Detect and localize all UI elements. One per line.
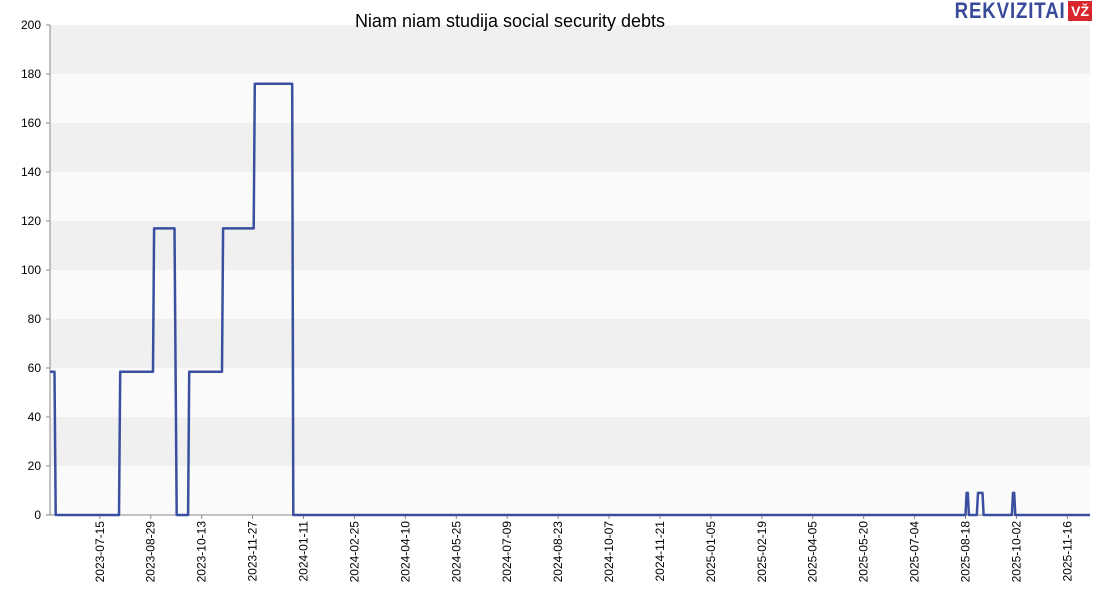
logo-word: REKVIZITAI: [954, 0, 1066, 23]
grid-band: [50, 319, 1090, 368]
y-tick-label: 80: [28, 312, 42, 326]
y-tick-label: 200: [21, 18, 41, 32]
x-tick-label: 2023-08-29: [144, 521, 158, 583]
grid-band: [50, 417, 1090, 466]
x-tick-label: 2024-04-10: [398, 521, 412, 583]
rekvizitai-logo: REKVIZITAI VŽ: [935, 0, 1092, 23]
x-tick-label: 2025-02-19: [755, 521, 769, 583]
series-group: [50, 82, 1090, 517]
x-tick-label: 2024-11-21: [653, 521, 667, 582]
chart-title: Niam niam studija social security debts: [354, 11, 666, 31]
x-tick-label: 2023-11-27: [246, 521, 260, 582]
x-tick-label: 2024-01-11: [296, 521, 310, 582]
x-tick-label: 2025-01-05: [704, 521, 718, 583]
y-tick-label: 180: [21, 67, 41, 81]
grid-bands: [50, 25, 1090, 515]
y-tick-label: 20: [28, 459, 42, 473]
x-tick-label: 2025-11-16: [1060, 521, 1074, 582]
x-tick-label: 2025-05-20: [857, 521, 871, 583]
series-line: [50, 82, 1090, 517]
x-tick-label: 2025-07-04: [908, 521, 922, 583]
logo-badge: VŽ: [1068, 1, 1092, 21]
x-tick-label: 2023-07-15: [93, 521, 107, 583]
y-tick-label: 140: [21, 165, 41, 179]
x-tick-label: 2025-08-18: [959, 521, 973, 583]
y-tick-label: 100: [21, 263, 41, 277]
x-tick-label: 2024-05-25: [449, 521, 463, 583]
y-tick-label: 0: [34, 508, 41, 522]
grid-band: [50, 123, 1090, 172]
y-tick-label: 40: [28, 410, 42, 424]
x-tick-label: 2025-10-02: [1009, 521, 1023, 583]
x-tick-label: 2025-04-05: [806, 521, 820, 583]
y-tick-label: 60: [28, 361, 42, 375]
x-tick-label: 2023-10-13: [195, 521, 209, 583]
y-axis: 0 20 40 60 80 100 120 140 160 180 200: [21, 18, 51, 522]
x-tick-label: 2024-02-25: [347, 521, 361, 583]
x-tick-label: 2024-07-09: [500, 521, 514, 583]
x-axis: 2023-07-15 2023-08-29 2023-10-13 2023-11-27…: [50, 514, 1090, 583]
grid-band: [50, 221, 1090, 270]
y-tick-label: 120: [21, 214, 41, 228]
y-tick-label: 160: [21, 116, 41, 130]
x-tick-label: 2024-08-23: [551, 521, 565, 583]
grid-band: [50, 25, 1090, 74]
x-tick-label: 2024-10-07: [602, 521, 616, 583]
